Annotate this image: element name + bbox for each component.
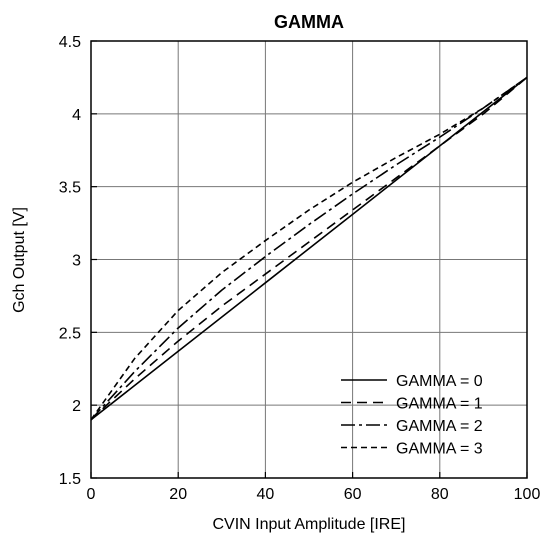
legend: GAMMA = 0 GAMMA = 1 GAMMA = 2 GAMMA = 3 [341,373,483,458]
y-tick-label: 3.5 [59,180,81,197]
x-axis-label: CVIN Input Amplitude [IRE] [213,516,406,533]
x-tick-label: 100 [514,486,541,503]
grid-lines [91,41,527,478]
y-tick-label: 3 [72,253,81,270]
chart-title: GAMMA [274,12,344,32]
y-tick-label: 1.5 [59,471,81,488]
y-tick-label: 4.5 [59,34,81,51]
series-line-gamma-3 [90,76,528,421]
x-tick-label: 80 [431,486,449,503]
x-tick-label: 20 [169,486,187,503]
y-tick-label: 2 [72,398,81,415]
x-tick-label: 60 [344,486,362,503]
x-tick-label: 0 [87,486,96,503]
y-axis-label: Gch Output [V] [11,207,28,313]
x-tick-label: 40 [257,486,275,503]
legend-label-gamma-0: GAMMA = 0 [396,373,483,390]
y-axis-ticks: 1.5 2 2.5 3 3.5 4 4.5 [59,34,97,488]
legend-label-gamma-2: GAMMA = 2 [396,418,483,435]
y-tick-label: 2.5 [59,325,81,342]
y-tick-label: 4 [72,107,81,124]
series-lines [90,76,528,421]
series-line-gamma-0 [90,76,528,421]
series-line-gamma-1 [90,76,528,421]
x-axis-ticks: 0 20 40 60 80 100 [87,472,541,503]
series-line-gamma-2 [90,76,528,421]
legend-label-gamma-1: GAMMA = 1 [396,396,483,413]
legend-label-gamma-3: GAMMA = 3 [396,441,483,458]
